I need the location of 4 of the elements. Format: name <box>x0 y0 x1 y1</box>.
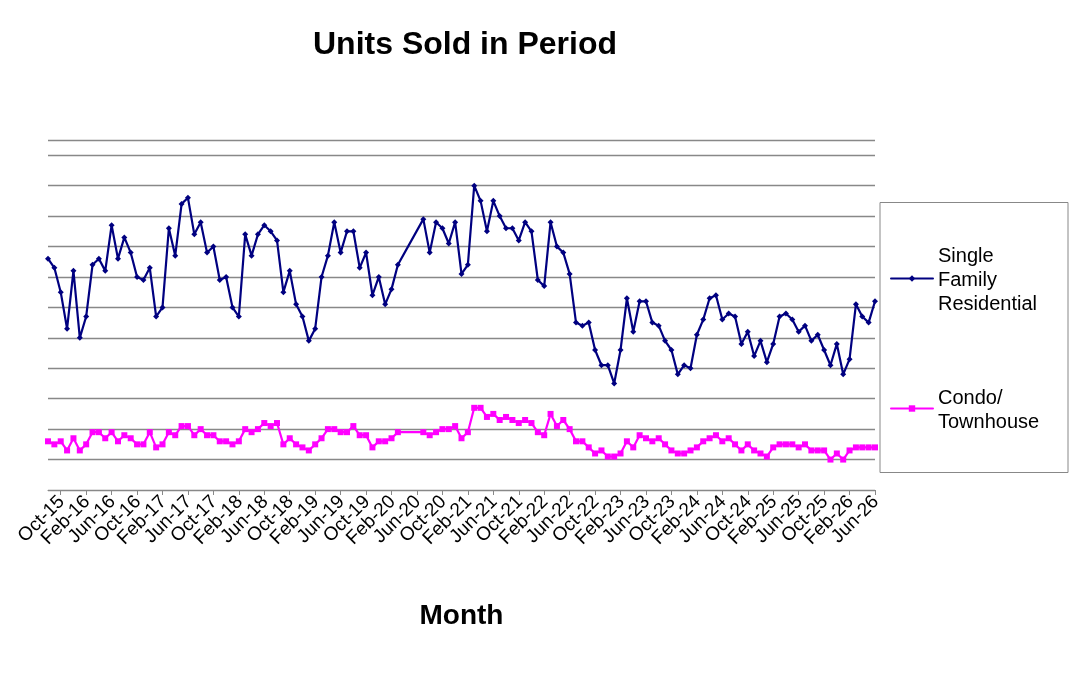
chart-title: Units Sold in Period <box>312 25 618 61</box>
x-axis-title: Month <box>419 598 504 630</box>
legend-label: Single Family Residential <box>938 243 1037 314</box>
legend-label: Condo/Townhouse <box>938 385 1040 432</box>
